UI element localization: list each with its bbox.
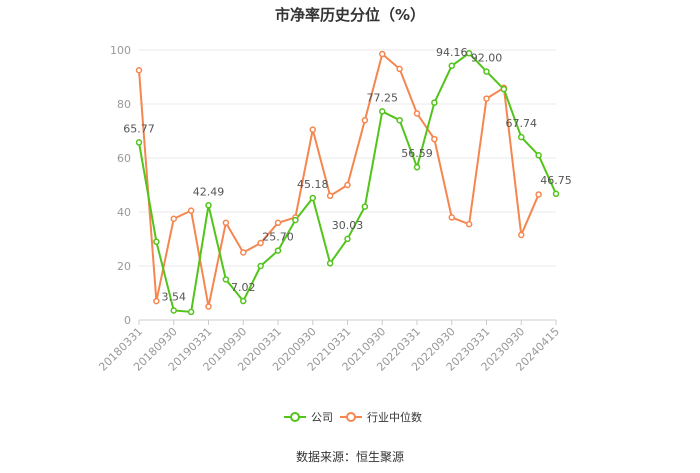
- series-points: [135, 49, 560, 316]
- data-label-company: 94.16: [436, 46, 468, 59]
- y-tick-label: 100: [110, 44, 131, 57]
- data-point-industry-median[interactable]: [396, 65, 403, 73]
- data-point-industry-median[interactable]: [274, 219, 282, 227]
- data-point-company[interactable]: [292, 216, 299, 224]
- data-point-company[interactable]: [483, 68, 490, 75]
- data-point-company[interactable]: [344, 235, 351, 243]
- data-point-company[interactable]: [518, 133, 525, 141]
- legend-item-company[interactable]: 公司: [284, 411, 333, 424]
- data-label-company: 92.00: [471, 52, 503, 65]
- chart-title: 市净率历史分位（%）: [275, 6, 425, 24]
- data-point-company[interactable]: [309, 194, 316, 202]
- data-point-industry-median[interactable]: [240, 249, 247, 256]
- data-point-industry-median[interactable]: [361, 116, 369, 124]
- data-point-industry-median[interactable]: [518, 231, 525, 239]
- data-point-company[interactable]: [379, 108, 386, 115]
- y-tick-label: 80: [117, 98, 131, 111]
- data-point-industry-median[interactable]: [135, 67, 143, 74]
- data-label-company: 25.70: [262, 231, 294, 244]
- grid: [139, 49, 556, 267]
- data-point-industry-median[interactable]: [344, 181, 351, 189]
- y-tick-label: 60: [117, 152, 131, 165]
- data-point-industry-median[interactable]: [379, 50, 386, 58]
- data-point-company[interactable]: [535, 152, 542, 159]
- legend[interactable]: 公司 行业中位数: [284, 410, 422, 424]
- data-point-company[interactable]: [274, 247, 282, 254]
- data-point-company[interactable]: [240, 297, 247, 305]
- data-point-industry-median[interactable]: [205, 303, 212, 310]
- data-label-company: 45.18: [297, 178, 329, 191]
- data-point-company[interactable]: [170, 307, 177, 314]
- data-point-industry-median[interactable]: [431, 135, 438, 143]
- data-point-company[interactable]: [153, 238, 160, 245]
- legend-industry-marker: [346, 412, 356, 422]
- legend-industry-label: 行业中位数: [367, 410, 422, 424]
- data-point-company[interactable]: [431, 99, 438, 106]
- data-labels: 65.77 3.54 42.49 7.02 25.70 45.18 30.03 77.25 56…: [123, 46, 572, 304]
- data-point-company[interactable]: [396, 116, 403, 124]
- data-label-company: 56.59: [401, 147, 433, 160]
- data-point-company[interactable]: [222, 276, 230, 283]
- data-point-industry-median[interactable]: [170, 215, 177, 222]
- legend-company-label: 公司: [311, 411, 333, 424]
- data-point-company[interactable]: [326, 260, 334, 267]
- data-point-company[interactable]: [448, 62, 455, 70]
- data-point-company[interactable]: [257, 262, 264, 270]
- data-point-company[interactable]: [205, 202, 212, 209]
- data-point-industry-median[interactable]: [413, 110, 421, 117]
- data-label-company: 42.49: [193, 185, 225, 198]
- data-label-company: 30.03: [332, 219, 364, 232]
- data-point-industry-median[interactable]: [326, 192, 334, 200]
- legend-company-marker: [290, 412, 300, 422]
- data-point-industry-median[interactable]: [465, 220, 473, 228]
- data-label-company: 65.77: [123, 122, 155, 135]
- y-tick-label: 0: [124, 314, 131, 327]
- data-point-industry-median[interactable]: [309, 126, 316, 133]
- data-point-industry-median[interactable]: [535, 191, 542, 198]
- data-point-industry-median[interactable]: [257, 239, 264, 247]
- data-point-company[interactable]: [187, 308, 195, 316]
- y-tick-label: 40: [117, 206, 131, 219]
- data-point-company[interactable]: [552, 190, 560, 198]
- data-point-industry-median[interactable]: [187, 207, 195, 214]
- data-label-company: 46.75: [540, 174, 572, 187]
- data-point-industry-median[interactable]: [222, 219, 230, 227]
- data-point-company[interactable]: [500, 85, 508, 93]
- data-label-company: 3.54: [162, 290, 187, 303]
- data-point-company[interactable]: [361, 203, 369, 210]
- data-label-company: 77.25: [367, 91, 399, 104]
- y-axis-ticks: 0 20 40 60 80 100: [110, 44, 131, 327]
- data-point-industry-median[interactable]: [483, 95, 490, 102]
- legend-item-industry-median[interactable]: 行业中位数: [340, 410, 422, 424]
- data-point-company[interactable]: [135, 139, 143, 146]
- series-line-industry-median: [138, 53, 540, 308]
- x-axis: 2018033120180930201903312019093020200331…: [96, 319, 562, 374]
- y-tick-label: 20: [117, 260, 131, 273]
- data-point-industry-median[interactable]: [448, 214, 455, 221]
- data-source: 数据来源：恒生聚源: [296, 449, 404, 464]
- data-point-company[interactable]: [465, 49, 473, 57]
- data-point-company[interactable]: [413, 163, 421, 171]
- data-label-company: 7.02: [231, 281, 256, 294]
- data-label-company: 67.74: [506, 117, 538, 130]
- data-point-industry-median[interactable]: [153, 297, 160, 305]
